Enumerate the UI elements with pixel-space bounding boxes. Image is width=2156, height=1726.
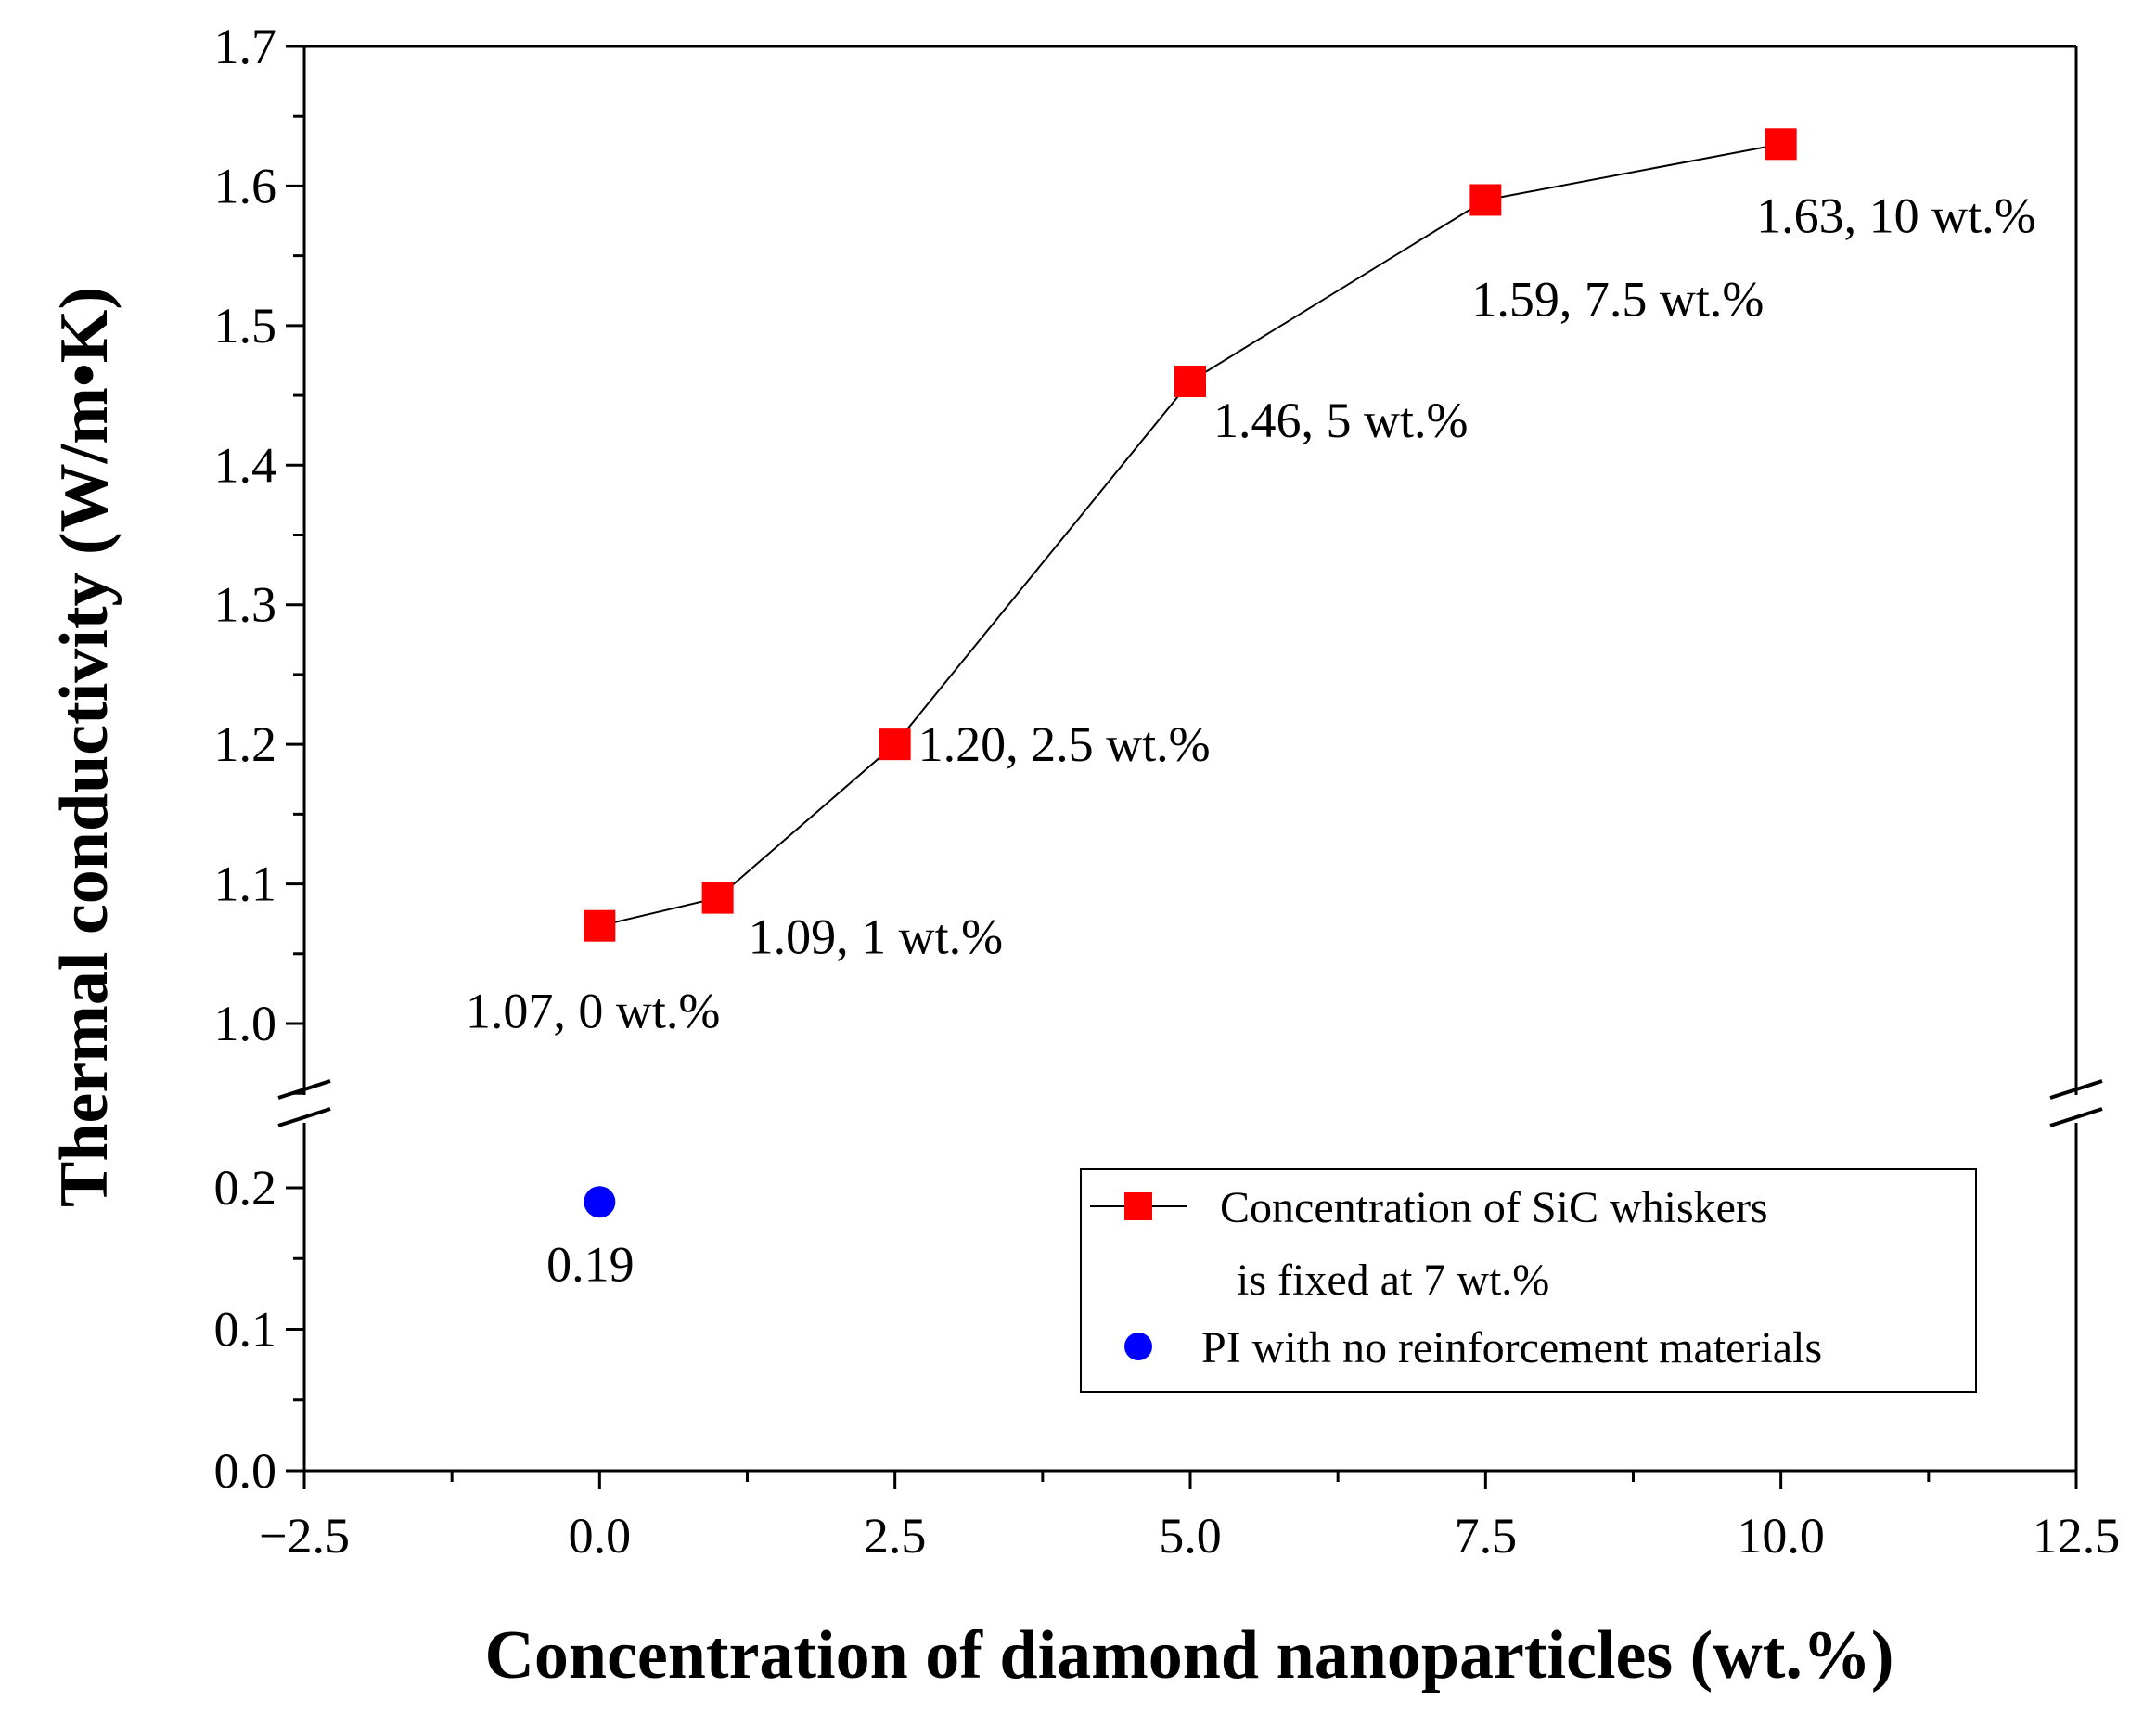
x-tick-label: 7.5 — [1455, 1508, 1518, 1564]
pi-data-point — [584, 1186, 616, 1218]
legend: Concentration of SiC whiskers is fixed at… — [1080, 1168, 1977, 1393]
pi-data-label: 0.19 — [546, 1236, 635, 1292]
x-tick-label: 10.0 — [1737, 1508, 1825, 1564]
sic-data-label: 1.07, 0 wt.% — [466, 984, 720, 1039]
sic-series-line — [599, 143, 1781, 927]
legend-box — [1080, 1168, 1977, 1393]
sic-data-point — [701, 882, 734, 914]
sic-data-label: 1.09, 1 wt.% — [749, 909, 1003, 965]
y-tick-label: 1.5 — [214, 298, 277, 354]
axis-ticks: −2.5 0.0 2.5 5.0 7.5 10.0 12.5 0.0 0.1 0.2 1.0 1.1 1… — [214, 19, 2121, 1564]
y-tick-label: 1.3 — [214, 577, 277, 633]
y-tick-label: 1.6 — [214, 158, 277, 213]
y-tick-label: 1.1 — [214, 857, 277, 912]
legend-label-sic: Concentration of SiC whiskers — [1220, 1183, 1768, 1232]
sic-data-point — [1174, 366, 1206, 398]
x-tick-label: 2.5 — [864, 1508, 927, 1564]
x-axis-title: Concentration of diamond nanoparticles (… — [484, 1617, 1893, 1694]
legend-label-pi: PI with no reinforcement materials — [1201, 1323, 1822, 1372]
legend-circle-marker — [1124, 1333, 1152, 1360]
axis-break-mark-right — [2049, 1107, 2103, 1127]
sic-data-label: 1.20, 2.5 wt.% — [918, 716, 1211, 772]
x-tick-label: 12.5 — [2033, 1508, 2121, 1564]
x-tick-label: 0.0 — [569, 1508, 632, 1564]
sic-data-label: 1.46, 5 wt.% — [1213, 393, 1468, 448]
x-tick-label: −2.5 — [259, 1508, 350, 1564]
sic-data-label: 1.59, 7.5 wt.% — [1471, 271, 1764, 327]
sic-data-point — [584, 909, 616, 942]
x-tick-label: 5.0 — [1159, 1508, 1222, 1564]
y-axis-title: Thermal conductivity (W/m•K) — [46, 287, 122, 1207]
sic-data-point — [1765, 128, 1797, 161]
legend-label-sic-line2: is fixed at 7 wt.% — [1237, 1256, 1549, 1305]
y-tick-label: 1.7 — [214, 19, 277, 74]
sic-data-point — [1469, 184, 1502, 216]
y-tick-label: 0.1 — [214, 1302, 277, 1358]
axis-break-mark-left — [277, 1079, 331, 1100]
data-labels: 1.07, 0 wt.% 1.09, 1 wt.% 1.20, 2.5 wt.% 1.… — [466, 187, 2036, 1292]
axis-break-mark-left — [277, 1107, 331, 1127]
y-tick-label: 0.2 — [214, 1160, 277, 1216]
sic-data-label: 1.63, 10 wt.% — [1756, 187, 2035, 243]
data-series — [584, 128, 1797, 1218]
axis-break-mark-right — [2049, 1079, 2103, 1100]
sic-data-point — [879, 728, 911, 761]
legend-square-marker — [1124, 1192, 1152, 1220]
y-tick-label: 1.0 — [214, 996, 277, 1051]
y-tick-label: 1.4 — [214, 437, 277, 493]
y-tick-label: 1.2 — [214, 716, 277, 772]
y-tick-label: 0.0 — [214, 1443, 277, 1499]
